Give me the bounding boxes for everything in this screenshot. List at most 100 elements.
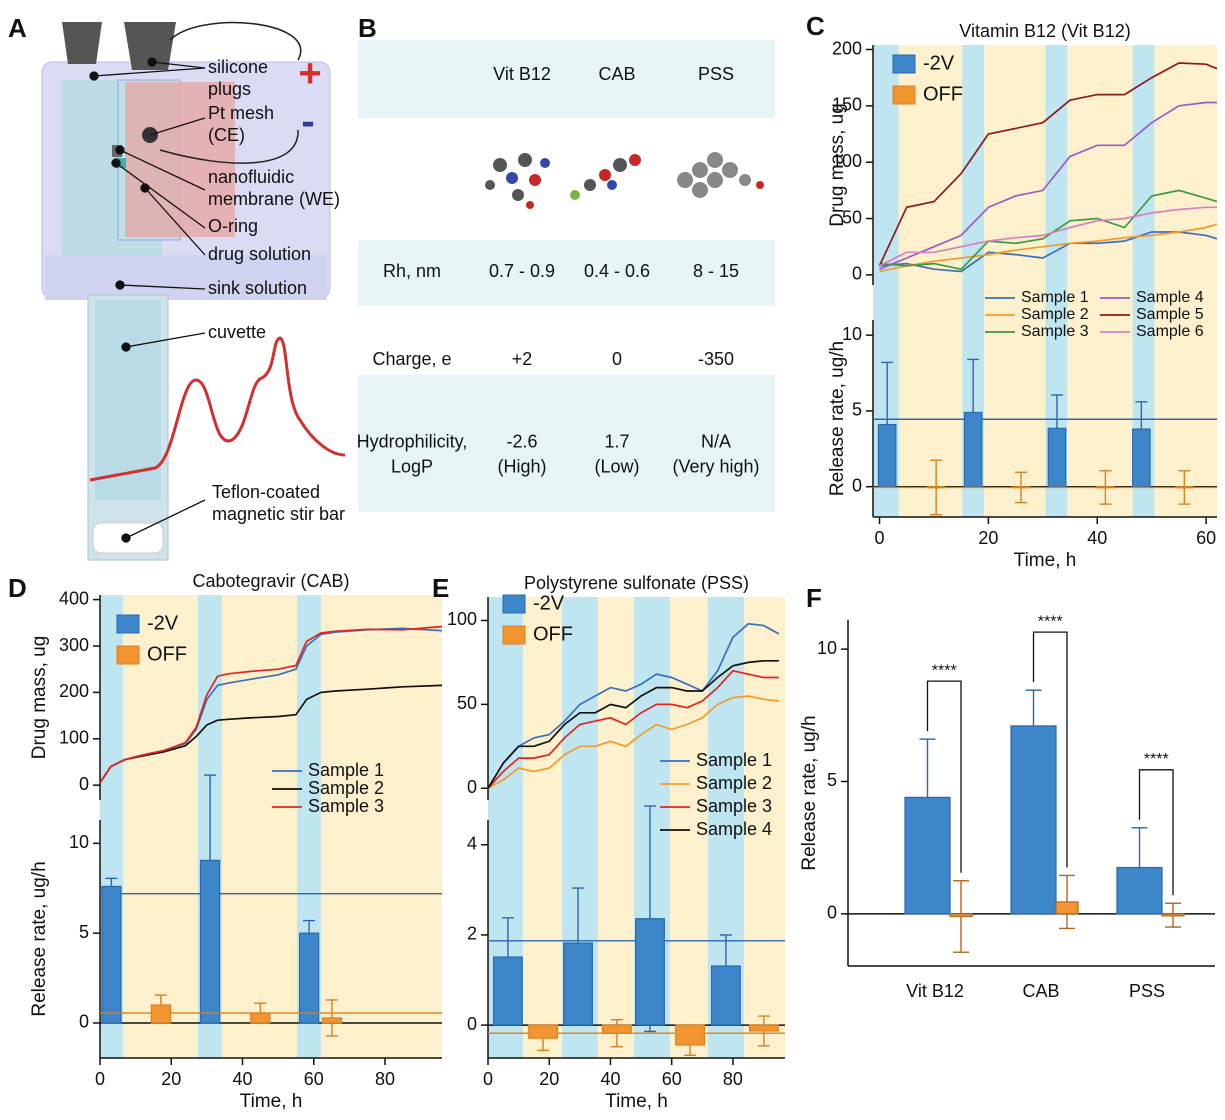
y-axis-label: Release rate, ug/h: [799, 715, 820, 870]
legend-swatch: [502, 594, 526, 614]
x-tick-label: 40: [1087, 528, 1107, 548]
y-tick-label: 300: [59, 635, 89, 655]
panel-label: A: [8, 13, 27, 43]
series-line: [487, 622, 780, 789]
y-tick-label: 150: [832, 95, 862, 115]
bar: [321, 1017, 343, 1024]
legend-label: Sample 2: [696, 773, 772, 793]
series-line: [99, 625, 443, 784]
bar: [199, 859, 221, 1024]
table-cell: +2: [512, 349, 533, 369]
panel-label: E: [432, 573, 449, 603]
y-tick-label: 5: [79, 922, 89, 942]
panel-label: C: [806, 11, 825, 41]
bar: [1161, 913, 1185, 917]
annotation: plugs: [208, 79, 251, 99]
table-cell: 1.7: [604, 431, 629, 451]
bar: [1116, 866, 1163, 915]
y-tick-label: 400: [59, 588, 89, 608]
polarity-plus: +: [298, 52, 321, 96]
significance-label: ****: [932, 662, 957, 679]
annotation: (CE): [208, 125, 245, 145]
y-axis-label: Drug mass, ug: [29, 636, 50, 760]
row-header: Rh, nm: [383, 261, 441, 281]
significance-bracket: [1138, 769, 1174, 896]
legend-swatch: [116, 645, 140, 665]
bar: [1175, 486, 1194, 489]
legend-label: Sample 3: [696, 796, 772, 816]
off-band: [100, 595, 442, 1058]
series-line: [487, 669, 779, 789]
y-tick-label: 0: [79, 1012, 89, 1032]
series-line: [879, 189, 1218, 271]
on-band: [1132, 45, 1155, 517]
row-header: Charge, e: [372, 349, 451, 369]
bar: [877, 423, 897, 488]
series-line: [487, 659, 779, 789]
legend-label: Sample 4: [696, 819, 772, 839]
series-line: [99, 684, 443, 784]
legend-label: Sample 6: [1136, 323, 1204, 340]
y-axis-label: Release rate, ug/h: [827, 341, 848, 496]
row-header: Hydrophilicity,: [357, 431, 468, 451]
annotation: Teflon-coated: [212, 482, 320, 502]
bar: [1047, 427, 1067, 488]
legend-label: -2V: [923, 52, 955, 74]
y-tick-label: 100: [447, 609, 477, 629]
x-tick-label: PSS: [1129, 981, 1165, 1001]
y-tick-label: 5: [827, 770, 837, 790]
table-cell: N/A: [701, 431, 731, 451]
x-axis-label: Time, h: [240, 1091, 303, 1112]
bar: [528, 1024, 559, 1039]
y-tick-label: 50: [842, 207, 862, 227]
bar: [492, 956, 523, 1026]
bar: [1011, 486, 1031, 489]
bar: [563, 942, 593, 1026]
bar: [250, 1012, 271, 1024]
y-tick-label: 0: [852, 264, 862, 284]
series-line: [879, 223, 1218, 273]
panel-label: F: [806, 583, 822, 613]
x-tick-label: 60: [1196, 528, 1216, 548]
plot-layer: [93, 45, 1218, 1065]
series-line: [878, 62, 1218, 267]
annotation: membrane (WE): [208, 189, 340, 209]
annotation: silicone: [208, 57, 268, 77]
row-header: LogP: [391, 456, 433, 476]
legend-label: Sample 1: [308, 760, 384, 780]
legend-label: Sample 2: [308, 778, 384, 798]
table-cell: (Low): [594, 456, 639, 476]
x-axis-label: Time, h: [1014, 550, 1077, 571]
bar: [298, 932, 320, 1024]
polarity-minus: -: [301, 100, 314, 144]
significance-bracket: [926, 680, 962, 873]
chart-title: Polystyrene sulfonate (PSS): [524, 573, 749, 593]
y-tick-label: 100: [59, 728, 89, 748]
y-tick-label: 50: [457, 693, 477, 713]
x-tick-label: 20: [539, 1069, 559, 1089]
annotation: O-ring: [208, 216, 258, 236]
x-axis-label: Time, h: [605, 1091, 668, 1112]
annotation: drug solution: [208, 244, 311, 264]
off-band: [873, 45, 1217, 517]
bar: [710, 965, 741, 1026]
panel-label: B: [358, 13, 377, 43]
y-tick-label: 200: [832, 38, 862, 58]
y-tick-label: 2: [467, 924, 477, 944]
bar: [963, 411, 983, 488]
series-line: [879, 206, 1217, 267]
legend-label: OFF: [533, 623, 573, 645]
x-tick-label: 40: [232, 1069, 252, 1089]
legend-swatch: [116, 614, 140, 634]
x-tick-label: CAB: [1022, 981, 1059, 1001]
table-cell: 0.7 - 0.9: [489, 261, 555, 281]
bar: [926, 486, 946, 489]
bar: [1132, 428, 1151, 488]
y-tick-label: 4: [467, 834, 477, 854]
legend-label: Sample 4: [1136, 289, 1204, 306]
table-cell: 8 - 15: [693, 261, 739, 281]
x-tick-label: 0: [483, 1069, 493, 1089]
y-tick-label: 200: [59, 681, 89, 701]
chart-title: Cabotegravir (CAB): [192, 571, 349, 591]
